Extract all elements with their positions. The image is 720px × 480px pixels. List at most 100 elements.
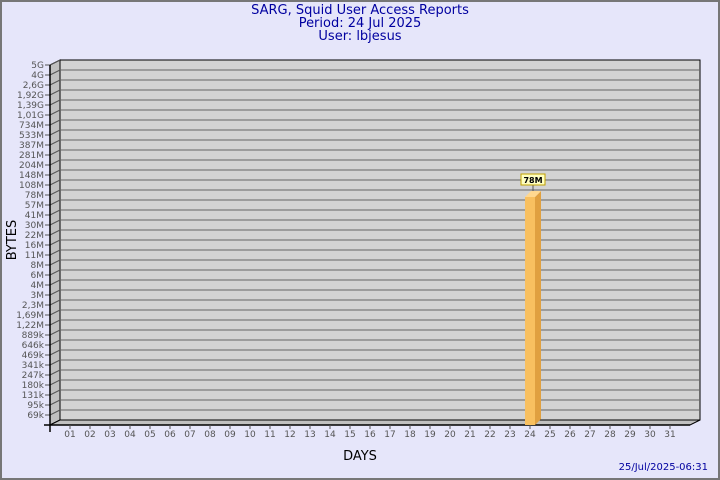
x-tick-label: 09 — [224, 430, 236, 440]
x-tick-label: 23 — [504, 430, 515, 440]
x-tick-label: 26 — [564, 430, 576, 440]
y-tick-label: 148M — [19, 171, 44, 181]
y-tick-label: 78M — [25, 191, 44, 201]
y-tick-diagonal — [49, 189, 61, 196]
y-tick-diagonal — [49, 219, 61, 226]
y-tick-diagonal — [49, 359, 61, 366]
y-tick-label: 533M — [19, 131, 44, 141]
y-tick-diagonal — [49, 379, 61, 386]
y-tick-diagonal — [49, 179, 61, 186]
chart-title: SARG, Squid User Access Reports — [251, 3, 469, 18]
x-tick-label: 06 — [164, 430, 176, 440]
y-tick-diagonal — [49, 79, 61, 86]
x-tick-label: 03 — [104, 430, 115, 440]
x-tick-label: 01 — [64, 430, 75, 440]
y-tick-label: 4G — [31, 71, 44, 81]
y-tick-diagonal — [49, 399, 61, 406]
y-tick-label: 30M — [25, 221, 44, 231]
x-tick-label: 15 — [344, 430, 355, 440]
x-axis-label: DAYS — [343, 449, 377, 464]
chart-period: Period: 24 Jul 2025 — [298, 16, 422, 31]
x-tick-label: 24 — [524, 430, 536, 440]
y-tick-diagonal — [49, 249, 61, 256]
y-tick-diagonal — [49, 369, 61, 376]
y-tick-label: 281M — [19, 151, 44, 161]
data-label: 78M — [523, 176, 542, 185]
y-tick-label: 1,92G — [17, 91, 44, 101]
x-tick-label: 13 — [304, 430, 315, 440]
y-tick-diagonal — [49, 279, 61, 286]
data-label-box — [520, 173, 546, 186]
y-tick-label: 41M — [25, 211, 44, 221]
y-tick-label: 1,22M — [16, 321, 44, 331]
timestamp: 25/Jul/2025-06:31 — [619, 462, 708, 473]
y-tick-label: 247k — [22, 371, 45, 381]
y-tick-diagonal — [49, 409, 61, 416]
y-tick-diagonal — [49, 269, 61, 276]
x-tick-label: 25 — [544, 430, 555, 440]
y-tick-label: 1,01G — [17, 111, 44, 121]
y-tick-diagonal — [49, 149, 61, 156]
y-tick-label: 2,6G — [23, 81, 44, 91]
x-tick-label: 28 — [604, 430, 616, 440]
y-tick-label: 387M — [19, 141, 44, 151]
y-tick-diagonal — [49, 109, 61, 116]
y-tick-diagonal — [49, 319, 61, 326]
y-tick-diagonal — [49, 169, 61, 176]
y-tick-diagonal — [49, 259, 61, 266]
y-tick-label: 69k — [27, 411, 44, 421]
y-tick-label: 469k — [22, 351, 45, 361]
x-tick-label: 29 — [624, 430, 636, 440]
x-tick-label: 02 — [84, 430, 95, 440]
y-tick-diagonal — [49, 139, 61, 146]
y-tick-diagonal — [49, 329, 61, 336]
y-tick-diagonal — [49, 199, 61, 206]
y-tick-label: 16M — [25, 241, 44, 251]
y-tick-label: 734M — [19, 121, 44, 131]
bar — [525, 197, 535, 425]
y-tick-label: 131k — [22, 391, 45, 401]
x-tick-label: 31 — [664, 430, 675, 440]
y-tick-label: 2,3M — [22, 301, 44, 311]
y-tick-label: 646k — [22, 341, 45, 351]
y-tick-label: 6M — [31, 271, 45, 281]
y-tick-diagonal — [49, 389, 61, 396]
y-tick-diagonal — [49, 339, 61, 346]
x-tick-label: 07 — [184, 430, 195, 440]
x-tick-label: 04 — [124, 430, 136, 440]
x-tick-label: 17 — [384, 430, 395, 440]
y-tick-label: 204M — [19, 161, 44, 171]
y-axis-label: BYTES — [5, 220, 20, 261]
y-tick-diagonal — [49, 299, 61, 306]
y-tick-label: 8M — [31, 261, 45, 271]
y-tick-diagonal — [49, 119, 61, 126]
y-tick-label: 1,39G — [17, 101, 44, 111]
x-tick-label: 16 — [364, 430, 376, 440]
x-tick-label: 05 — [144, 430, 155, 440]
x-tick-label: 18 — [404, 430, 416, 440]
y-tick-label: 108M — [19, 181, 44, 191]
y-tick-label: 889k — [22, 331, 45, 341]
x-tick-label: 20 — [444, 430, 456, 440]
y-tick-label: 180k — [22, 381, 45, 391]
y-tick-label: 22M — [25, 231, 44, 241]
x-tick-label: 19 — [424, 430, 436, 440]
x-tick-label: 10 — [244, 430, 256, 440]
y-tick-label: 5G — [31, 61, 44, 71]
y-tick-diagonal — [49, 129, 61, 136]
y-tick-diagonal — [49, 229, 61, 236]
y-tick-label: 95k — [27, 401, 44, 411]
y-tick-diagonal — [49, 289, 61, 296]
bar-top — [525, 191, 541, 197]
y-tick-label: 11M — [25, 251, 44, 261]
x-tick-label: 12 — [284, 430, 295, 440]
x-tick-label: 14 — [324, 430, 336, 440]
y-tick-diagonal — [49, 159, 61, 166]
x-tick-label: 30 — [644, 430, 656, 440]
y-tick-label: 341k — [22, 361, 45, 371]
y-tick-diagonal — [49, 239, 61, 246]
y-tick-diagonal — [49, 69, 61, 76]
x-tick-label: 22 — [484, 430, 495, 440]
y-tick-label: 1,69M — [16, 311, 44, 321]
